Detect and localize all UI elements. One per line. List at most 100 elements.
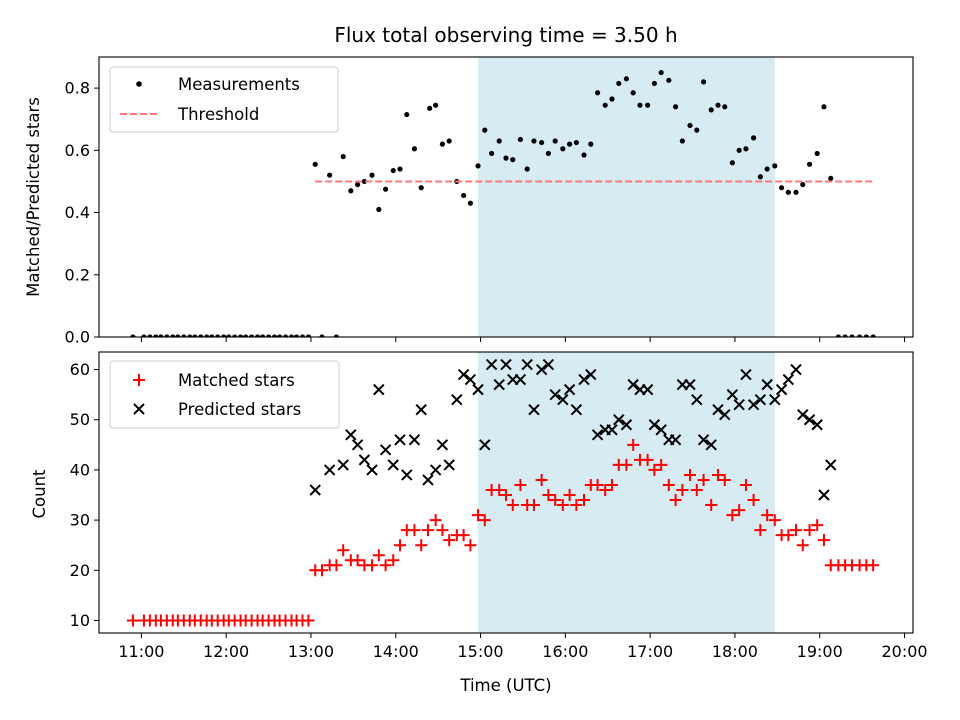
measurement-point — [305, 334, 312, 337]
measurement-point — [715, 102, 721, 108]
bottom-panel: 10 20 30 40 50 60 11:00 12:00 13:00 14:00 15:00 16:… — [30, 351, 928, 695]
measurement-point — [164, 334, 170, 337]
predicted-star-point — [563, 383, 576, 396]
x-tick-label: 18:00 — [712, 642, 758, 661]
measurement-point — [340, 153, 346, 160]
measurement-point — [376, 206, 382, 213]
predicted-star-point — [747, 398, 760, 411]
predicted-star-point — [648, 419, 661, 431]
legend-predicted-marker — [133, 403, 145, 415]
measurement-point — [467, 200, 473, 206]
predicted-star-point — [726, 388, 739, 401]
measurement-point — [312, 161, 318, 167]
predicted-star-point — [521, 358, 533, 371]
y-tick-label: 20 — [70, 561, 90, 580]
matched-star-point — [464, 539, 477, 552]
matched-star-point — [330, 559, 343, 572]
matched-star-point — [527, 499, 540, 512]
matched-star-point — [506, 499, 519, 512]
matched-star-point — [627, 438, 640, 451]
predicted-star-point — [528, 403, 540, 416]
measurement-point — [192, 334, 198, 337]
predicted-star-point — [669, 434, 682, 446]
predicted-star-point — [591, 429, 604, 441]
predicted-star-point — [754, 393, 767, 406]
predicted-star-point — [323, 464, 336, 476]
predicted-star-point — [620, 419, 633, 431]
measurement-point — [293, 334, 300, 337]
matched-star-point — [803, 524, 816, 537]
measurement-point — [181, 334, 187, 337]
legend-matched-label: Matched stars — [178, 371, 295, 390]
predicted-star-point — [549, 388, 561, 401]
measurement-point — [510, 157, 516, 163]
predicted-star-point — [578, 373, 590, 386]
predicted-star-point — [535, 363, 548, 376]
measurement-point — [361, 178, 367, 185]
predicted-star-point — [570, 403, 583, 416]
x-tick-label: 13:00 — [288, 642, 334, 661]
matched-star-point — [372, 549, 385, 562]
matched-star-point — [739, 478, 752, 491]
predicted-star-point — [394, 434, 406, 446]
x-tick-label: 16:00 — [542, 642, 588, 661]
measurement-point — [835, 334, 841, 337]
measurement-point — [130, 334, 136, 337]
matched-star-point — [415, 539, 428, 552]
predicted-star-point — [514, 373, 527, 386]
predicted-star-point — [429, 464, 442, 476]
predicted-star-point — [705, 439, 717, 451]
measurement-point — [573, 139, 579, 146]
measurement-point — [785, 189, 791, 195]
y-axis-label-bottom: Count — [30, 469, 49, 519]
measurement-point — [609, 96, 615, 102]
matched-star-point — [302, 614, 315, 627]
predicted-star-point — [641, 383, 654, 396]
predicted-star-point — [719, 409, 731, 421]
matched-star-point — [542, 489, 555, 502]
axes-frame — [98, 56, 914, 338]
matched-star-point — [457, 529, 470, 542]
legend-matched-marker — [133, 374, 145, 386]
measurement-point — [327, 172, 333, 178]
measurement-point — [524, 166, 530, 172]
measurement-point — [369, 172, 375, 178]
measurement-point — [814, 150, 820, 157]
predicted-star-point — [684, 378, 696, 391]
measurement-point — [531, 138, 537, 144]
matched-star-point — [655, 458, 668, 471]
measurement-point — [870, 334, 876, 337]
matched-star-point — [478, 514, 491, 527]
matched-star-point — [126, 614, 139, 627]
predicted-star-point — [479, 439, 491, 451]
measurement-point — [517, 136, 524, 143]
matched-star-point — [556, 499, 569, 512]
measurement-point — [496, 138, 502, 144]
matched-star-point — [620, 458, 633, 471]
legend-predicted-label: Predicted stars — [178, 400, 301, 419]
matched-star-point — [726, 509, 739, 522]
predicted-star-point — [613, 414, 625, 426]
matched-star-point — [443, 534, 456, 547]
measurement-point — [722, 104, 728, 110]
predicted-star-point — [472, 383, 484, 396]
legend-threshold-label: Threshold — [177, 105, 259, 124]
chart-title: Flux total observing time = 3.50 h — [334, 23, 677, 47]
measurement-point — [238, 334, 244, 337]
measurement-point — [566, 141, 573, 147]
legend-measurements-label: Measurements — [178, 75, 300, 94]
predicted-star-point — [606, 424, 618, 436]
matched-star-point — [697, 473, 710, 486]
measurement-point — [282, 334, 289, 337]
y-tick-label: 0.2 — [65, 265, 90, 284]
y-tick-label: 0.4 — [65, 203, 90, 222]
predicted-star-point — [351, 439, 364, 451]
matched-star-point — [408, 524, 421, 537]
predicted-star-point — [485, 358, 498, 371]
y-tick-label: 50 — [70, 410, 90, 429]
measurement-point — [849, 334, 855, 337]
measurement-point — [221, 334, 227, 337]
measurement-point — [828, 175, 834, 181]
y-axis-label-top: Matched/Predicted stars — [24, 97, 43, 297]
